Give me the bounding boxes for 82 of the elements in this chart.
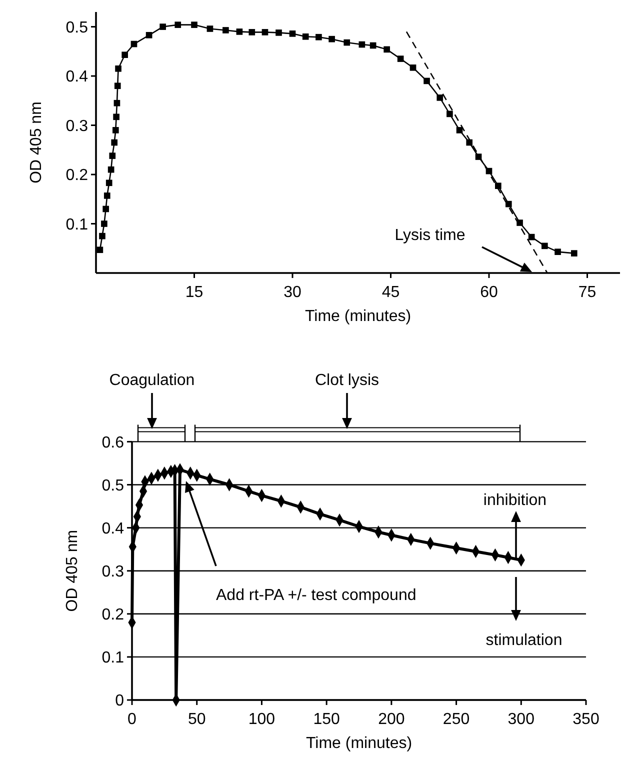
point xyxy=(495,182,502,189)
point xyxy=(160,24,166,30)
point xyxy=(302,33,309,40)
text: Coagulation xyxy=(109,372,195,389)
point xyxy=(410,64,416,71)
point xyxy=(466,139,473,146)
x-axis-title: Time (minutes) xyxy=(306,735,412,752)
point xyxy=(570,250,578,256)
point xyxy=(289,30,296,37)
y-tick-label: 0.2 xyxy=(66,167,88,184)
y-tick-label: 0.6 xyxy=(102,434,124,452)
point xyxy=(108,166,114,173)
point xyxy=(236,28,243,35)
point xyxy=(191,22,198,28)
y-tick-label: 0.2 xyxy=(102,606,124,624)
y-axis-title: OD 405 nm xyxy=(64,530,81,612)
x-axis-title: Time (minutes) xyxy=(304,308,412,325)
point xyxy=(113,114,120,120)
point xyxy=(174,22,182,28)
point xyxy=(130,40,138,48)
point xyxy=(424,78,430,84)
x-tick-label: 50 xyxy=(188,711,206,728)
point xyxy=(262,29,268,36)
annotation: stimulation xyxy=(486,632,562,649)
point xyxy=(358,41,366,48)
point xyxy=(528,234,535,240)
point xyxy=(122,52,128,58)
point xyxy=(112,127,119,134)
x-tick-label: 300 xyxy=(508,711,535,728)
point xyxy=(96,246,104,254)
x-tick-label: 250 xyxy=(442,711,470,728)
x-tick-label: 60 xyxy=(480,284,498,301)
point xyxy=(104,192,110,199)
point xyxy=(456,127,463,134)
point xyxy=(111,139,118,146)
point xyxy=(370,42,376,49)
point xyxy=(146,32,152,38)
x-tick-label: 150 xyxy=(313,711,340,728)
point xyxy=(516,220,523,226)
point xyxy=(554,248,561,255)
annotation: inhibition xyxy=(483,492,547,509)
point xyxy=(114,82,121,90)
y-tick-label: 0.5 xyxy=(66,19,88,36)
annotation: Lysis time xyxy=(394,227,466,244)
point xyxy=(248,29,256,36)
point xyxy=(102,206,109,212)
point xyxy=(115,65,122,72)
y-tick-label: 0.4 xyxy=(102,520,124,538)
point xyxy=(384,46,390,53)
y-tick-label: 0.5 xyxy=(102,477,124,494)
y-tick-label: 0.1 xyxy=(66,216,88,234)
x-tick-label: 30 xyxy=(284,284,302,301)
point xyxy=(344,39,350,46)
y-tick-label: 0.3 xyxy=(66,118,88,135)
point xyxy=(542,242,548,250)
y-tick-label: 0.1 xyxy=(102,650,124,667)
point xyxy=(328,36,335,42)
y-tick-label: 0.3 xyxy=(102,563,124,580)
point xyxy=(106,180,112,186)
point xyxy=(114,100,120,106)
point xyxy=(222,27,229,34)
x-tick-label: 350 xyxy=(572,711,600,728)
text: Clot lysis xyxy=(314,372,380,389)
y-tick-label: 0.4 xyxy=(66,68,88,86)
point xyxy=(446,110,453,118)
point xyxy=(109,152,116,159)
point xyxy=(276,30,282,36)
point xyxy=(99,232,106,240)
point xyxy=(397,56,404,62)
point xyxy=(316,34,322,40)
x-tick-label: 45 xyxy=(382,284,400,301)
x-tick-label: 0 xyxy=(128,711,137,728)
point xyxy=(436,94,444,101)
x-tick-label: 75 xyxy=(578,284,596,301)
x-tick-label: 100 xyxy=(248,711,276,728)
y-tick-label: 0 xyxy=(115,692,124,710)
point xyxy=(206,26,214,32)
point xyxy=(101,220,108,227)
x-tick-label: 200 xyxy=(378,711,405,728)
x-tick-label: 15 xyxy=(185,284,204,301)
annotation: Add rt-PA +/- test compound xyxy=(216,587,416,604)
y-axis-title: OD 405 nm xyxy=(28,102,45,184)
